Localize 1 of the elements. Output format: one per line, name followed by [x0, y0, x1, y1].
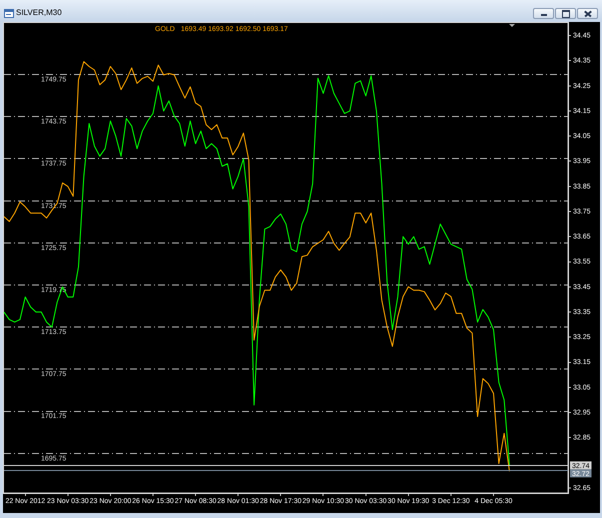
chart-title: SILVER,M30	[16, 8, 62, 18]
